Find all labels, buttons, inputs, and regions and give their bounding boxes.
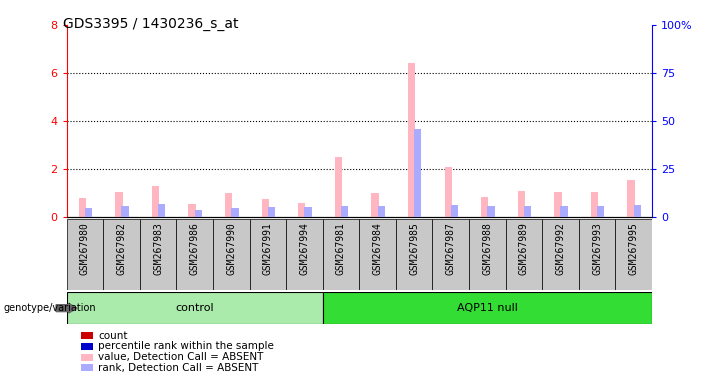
Bar xyxy=(627,180,634,217)
Text: GSM267980: GSM267980 xyxy=(80,222,90,275)
Bar xyxy=(634,205,641,217)
Bar xyxy=(268,207,275,217)
Text: GSM267989: GSM267989 xyxy=(519,222,529,275)
Text: AQP11 null: AQP11 null xyxy=(457,303,518,313)
Text: GSM267987: GSM267987 xyxy=(446,222,456,275)
Bar xyxy=(139,219,177,290)
Bar xyxy=(158,204,165,217)
Text: GSM267983: GSM267983 xyxy=(153,222,163,275)
Text: value, Detection Call = ABSENT: value, Detection Call = ABSENT xyxy=(98,352,264,362)
Text: GSM267988: GSM267988 xyxy=(482,222,492,275)
Bar xyxy=(261,199,269,217)
Bar xyxy=(469,219,505,290)
Bar xyxy=(67,292,322,324)
Text: GSM267993: GSM267993 xyxy=(592,222,602,275)
Text: GSM267986: GSM267986 xyxy=(190,222,200,275)
Bar xyxy=(372,193,379,217)
Bar xyxy=(85,209,93,217)
Text: GSM267982: GSM267982 xyxy=(116,222,126,275)
Text: GSM267981: GSM267981 xyxy=(336,222,346,275)
Bar xyxy=(433,219,469,290)
Text: GSM267984: GSM267984 xyxy=(372,222,383,275)
Text: percentile rank within the sample: percentile rank within the sample xyxy=(98,341,274,351)
Bar xyxy=(487,207,495,217)
Bar xyxy=(451,205,458,217)
Text: GSM267991: GSM267991 xyxy=(263,222,273,275)
Bar xyxy=(396,219,433,290)
Bar xyxy=(79,198,86,217)
Bar xyxy=(408,63,415,217)
Bar xyxy=(444,167,452,217)
Text: GSM267994: GSM267994 xyxy=(299,222,309,275)
Bar xyxy=(121,207,129,217)
Bar xyxy=(597,207,604,217)
Text: GDS3395 / 1430236_s_at: GDS3395 / 1430236_s_at xyxy=(63,17,238,31)
Bar xyxy=(304,207,312,217)
Text: count: count xyxy=(98,331,128,341)
Bar xyxy=(335,157,342,217)
Bar xyxy=(505,219,542,290)
Bar xyxy=(103,219,139,290)
Bar xyxy=(152,186,159,217)
Bar xyxy=(250,219,286,290)
Bar xyxy=(414,129,421,217)
Bar xyxy=(225,193,232,217)
Bar xyxy=(517,190,525,217)
Bar xyxy=(561,207,568,217)
Bar xyxy=(286,219,322,290)
Bar xyxy=(481,197,489,217)
Text: control: control xyxy=(175,303,214,313)
Bar xyxy=(524,207,531,217)
Bar xyxy=(378,207,385,217)
Text: GSM267992: GSM267992 xyxy=(555,222,566,275)
Bar xyxy=(359,219,396,290)
Bar xyxy=(615,219,652,290)
Bar xyxy=(115,192,123,217)
Bar xyxy=(177,219,213,290)
Bar xyxy=(195,210,202,217)
Bar xyxy=(298,203,306,217)
Bar xyxy=(231,209,238,217)
Bar xyxy=(579,219,615,290)
Bar xyxy=(341,207,348,217)
Bar xyxy=(67,219,103,290)
Bar xyxy=(322,292,652,324)
Bar xyxy=(554,192,562,217)
Bar xyxy=(189,204,196,217)
Text: rank, Detection Call = ABSENT: rank, Detection Call = ABSENT xyxy=(98,363,259,373)
Bar xyxy=(542,219,579,290)
Bar xyxy=(213,219,250,290)
Bar xyxy=(322,219,359,290)
Text: GSM267990: GSM267990 xyxy=(226,222,236,275)
Text: GSM267995: GSM267995 xyxy=(629,222,639,275)
Text: genotype/variation: genotype/variation xyxy=(4,303,96,313)
Text: GSM267985: GSM267985 xyxy=(409,222,419,275)
Bar xyxy=(591,192,598,217)
